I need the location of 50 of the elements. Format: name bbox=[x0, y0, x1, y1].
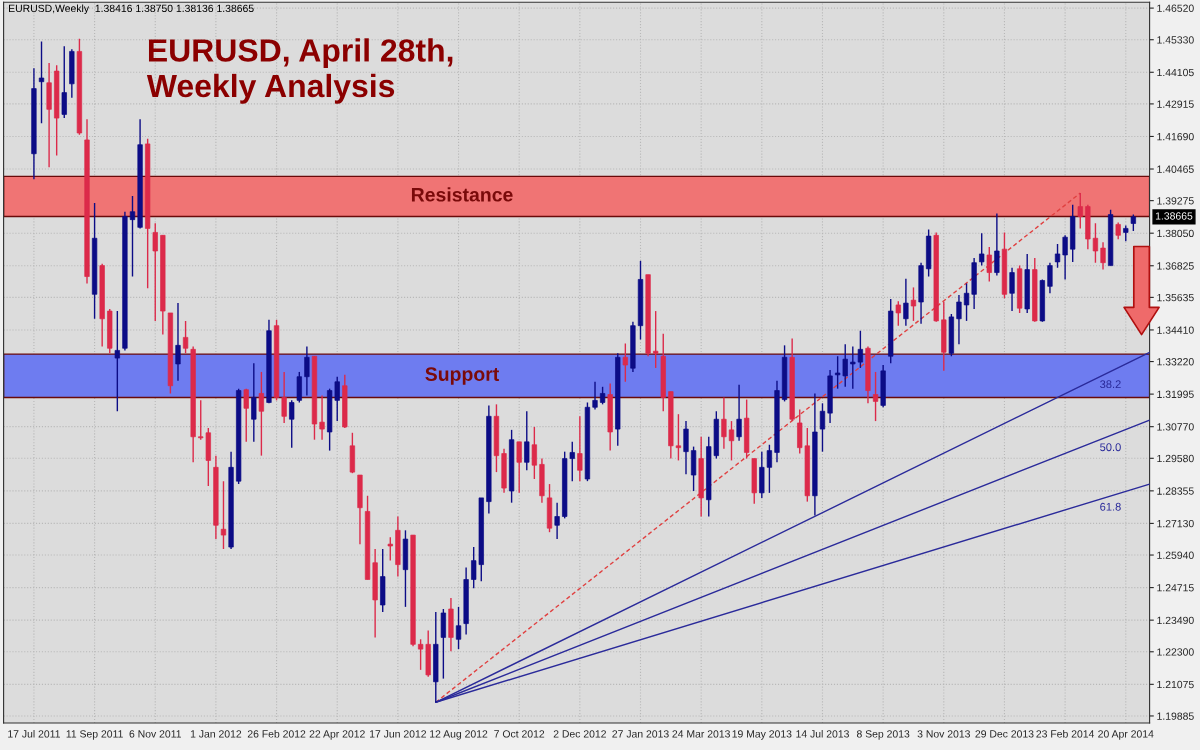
series-label: 61.8 bbox=[1100, 502, 1121, 511]
annotation: EURUSD,Weekly 1.38416 1.38750 1.38136 1.38665 bbox=[9, 4, 254, 15]
x-tick-label: 17 Jun 2012 bbox=[370, 730, 427, 738]
x-tick-label: 2 Dec 2012 bbox=[553, 730, 606, 738]
y-tick-label: 1.38050 bbox=[1157, 229, 1194, 238]
y-tick-label: 1.35635 bbox=[1157, 293, 1194, 302]
y-tick-label: 1.23490 bbox=[1157, 616, 1194, 625]
y-tick-label: 1.30770 bbox=[1157, 423, 1194, 431]
x-tick-label: 3 Nov 2013 bbox=[917, 730, 970, 738]
band-label: Resistance bbox=[411, 187, 513, 202]
y-tick-label: 1.29580 bbox=[1157, 454, 1194, 463]
x-tick-label: 27 Jan 2013 bbox=[612, 730, 669, 738]
x-tick-label: 19 May 2013 bbox=[732, 730, 792, 740]
y-tick-label: 1.31995 bbox=[1157, 390, 1194, 398]
x-tick-label: 22 Apr 2012 bbox=[309, 730, 365, 740]
y-tick-label: 1.33220 bbox=[1157, 358, 1194, 366]
x-tick-label: 20 Apr 2014 bbox=[1098, 730, 1154, 740]
y-tick-label: 1.19885 bbox=[1157, 712, 1194, 720]
y-tick-label: 1.28355 bbox=[1157, 487, 1194, 495]
x-tick-label: 12 Aug 2012 bbox=[430, 730, 488, 740]
x-tick-label: 26 Feb 2012 bbox=[247, 729, 306, 738]
x-tick-label: 1 Jan 2012 bbox=[190, 730, 242, 738]
text: EURUSD, April 28th, Weekly Analysis bbox=[146, 38, 453, 104]
y-tick-label: 1.24715 bbox=[1157, 584, 1194, 592]
y-tick-label: 1.36825 bbox=[1157, 262, 1194, 270]
y-tick-label: 1.27130 bbox=[1157, 519, 1194, 528]
x-tick-label: 24 Mar 2013 bbox=[672, 730, 730, 738]
y-tick-label: 1.40465 bbox=[1157, 165, 1194, 173]
x-tick-label: 17 Jul 2011 bbox=[8, 729, 60, 738]
x-tick-label: 6 Nov 2011 bbox=[129, 730, 181, 738]
band-label: Support bbox=[425, 367, 500, 385]
y-tick-label: 1.39275 bbox=[1157, 197, 1194, 205]
x-tick-label: 8 Sep 2013 bbox=[856, 730, 910, 740]
x-tick-label: 11 Sep 2011 bbox=[66, 730, 123, 740]
y-tick-label: 1.21075 bbox=[1157, 680, 1194, 689]
series-label: 38.2 bbox=[1100, 380, 1121, 389]
y-tick-label: 1.45330 bbox=[1157, 36, 1194, 44]
y-tick-label: 1.25940 bbox=[1157, 551, 1194, 559]
x-tick-label: 29 Dec 2013 bbox=[975, 730, 1034, 738]
x-tick-label: 23 Feb 2014 bbox=[1036, 729, 1095, 738]
series-label: 50.0 bbox=[1100, 443, 1121, 452]
x-tick-label: 14 Jul 2013 bbox=[796, 729, 849, 738]
y-tick-label: 1.44105 bbox=[1157, 68, 1194, 77]
x-tick-label: 7 Oct 2012 bbox=[494, 730, 545, 738]
y-tick-label: 1.22300 bbox=[1157, 648, 1194, 656]
text: 1.38665 bbox=[1155, 212, 1193, 220]
y-tick-label: 1.46520 bbox=[1157, 4, 1194, 12]
y-tick-label: 1.34410 bbox=[1157, 326, 1194, 334]
y-tick-label: 1.41690 bbox=[1157, 132, 1194, 141]
y-tick-label: 1.42915 bbox=[1157, 100, 1194, 108]
